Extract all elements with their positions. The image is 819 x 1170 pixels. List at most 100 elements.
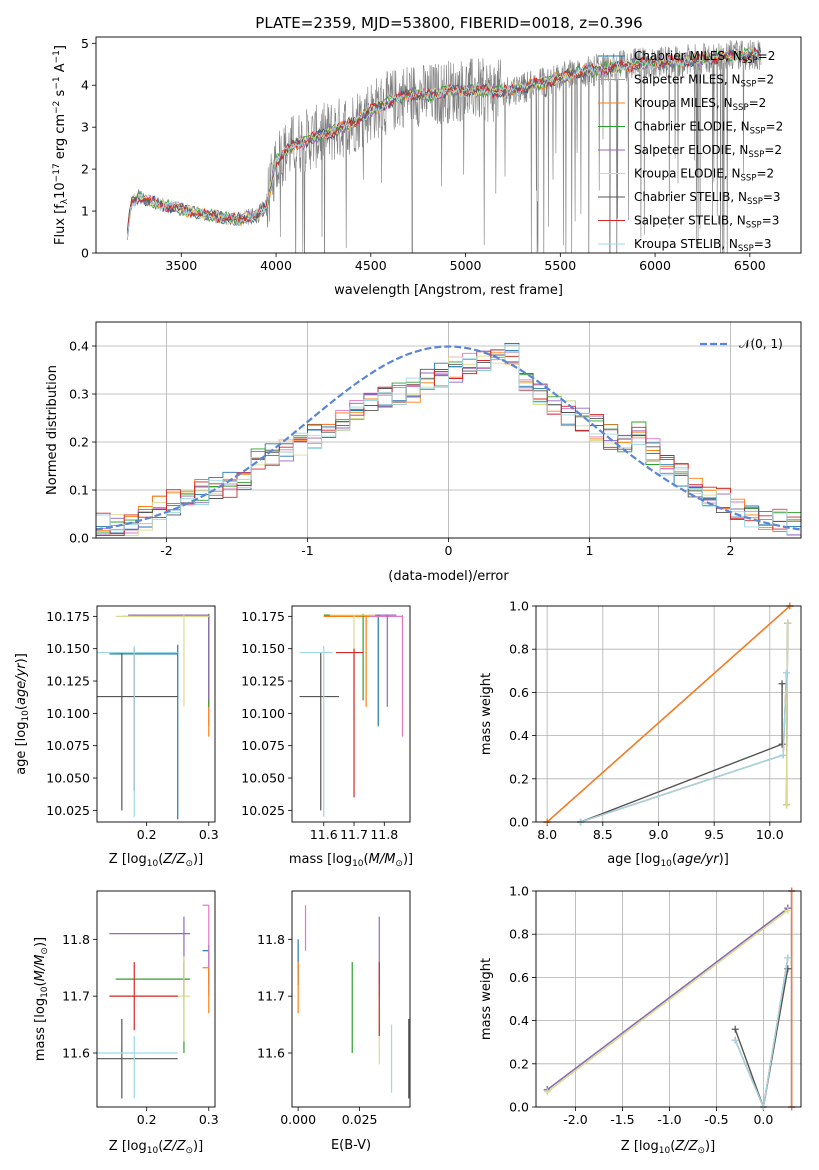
legend-entry: Kroupa STELIB, NSSP=3 [634, 237, 772, 254]
weight-marker [779, 751, 787, 759]
x-tick-label: 10.0 [756, 827, 784, 842]
y-tick-label: 10.150 [241, 641, 285, 656]
weight-line [546, 605, 791, 823]
legend-tail: =2 [756, 167, 774, 181]
label-part: −1 [52, 50, 62, 63]
y-tick-label: 11.7 [62, 989, 90, 1004]
label-part: )] [33, 937, 48, 947]
y-tick-label: 4 [81, 78, 89, 93]
y-tick-label: 10.075 [241, 738, 285, 753]
weight-marker [784, 906, 792, 914]
label-part: 10 [40, 986, 50, 998]
axes-frame [95, 36, 802, 254]
legend-sub: SSP [750, 127, 766, 137]
axes-frame [535, 605, 802, 823]
weight-vs-z-panel: -2.0 -1.5 -1.0 -0.5 0.0 0.0 0.2 0.4 0.6 0.8 1.0 mas… [479, 884, 802, 1156]
label-part: ( [672, 852, 677, 867]
label-part: )] [193, 1139, 203, 1154]
label-part: 10 [147, 859, 159, 869]
label-part: M/M [33, 955, 48, 982]
y-tick-label: 11.6 [62, 1046, 90, 1061]
weight-marker [731, 1036, 739, 1044]
x-tick-label: 4500 [355, 258, 387, 273]
weight-marker [783, 801, 791, 809]
label-part: Z [ [109, 1139, 127, 1154]
x-tick-label: 5500 [544, 258, 576, 273]
y-tick-label: 11.7 [257, 989, 285, 1004]
x-tick-label: 1 [586, 543, 594, 558]
label-part: Z/Z [674, 1139, 698, 1154]
legend-tail: =2 [758, 49, 776, 63]
x-tick-label: 0.025 [342, 1112, 378, 1127]
x-tick-label: -1.0 [657, 1112, 681, 1127]
y-tick-label: 0 [81, 246, 89, 261]
x-tick-label: 0.000 [280, 1112, 316, 1127]
label-part: log [641, 852, 661, 867]
weight-line [734, 957, 789, 1110]
x-tick-label: 5000 [450, 258, 482, 273]
weight-marker [778, 680, 786, 688]
x-tick-label: 11.7 [340, 827, 368, 842]
model-spectrum [126, 47, 761, 239]
x-tick-label: 0.2 [137, 1112, 157, 1127]
weight-line [546, 907, 789, 1091]
label-part: ( [364, 852, 369, 867]
y-tick-label: 0.4 [69, 339, 89, 354]
legend-entry: Salpeter MILES, NSSP=2 [634, 73, 774, 90]
residual-histogram [96, 344, 801, 537]
axes-frame [96, 890, 216, 1108]
age-vs-z-panel: 0.2 0.3 10.025 10.050 10.075 10.100 10.125 10.1… [14, 605, 219, 869]
y-tick-label: 11.8 [257, 932, 285, 947]
legend-sub: SSP [748, 150, 764, 160]
y-tick-label: 0.3 [69, 387, 89, 402]
label-part: ⊙ [185, 1146, 193, 1156]
label-part: age/yr [677, 852, 720, 867]
x-tick-label: 6000 [639, 258, 671, 273]
axes-frame [291, 890, 411, 1108]
y-tick-label: 1.0 [509, 884, 529, 899]
y-axis-label: Normed distribution [45, 365, 60, 495]
label-part: Z [ [109, 852, 127, 867]
x-axis-label: E(B-V) [331, 1138, 371, 1153]
legend-main: Chabrier STELIB, N [634, 190, 747, 204]
y-tick-label: 1.0 [509, 599, 529, 614]
label-part: 10 [352, 859, 364, 869]
y-tick-label: 10.150 [46, 641, 90, 656]
x-tick-label: 11.8 [370, 827, 398, 842]
legend-tail: =3 [754, 237, 772, 251]
label-part: ⊙ [40, 947, 50, 955]
spectrum-panel: 3500 4000 4500 5000 5500 6000 6500 0 1 2 3 4 5 wavele… [52, 36, 802, 298]
label-part: −1 [52, 76, 62, 89]
x-tick-label: 3500 [165, 258, 197, 273]
mass-vs-ebv-panel: 0.000 0.025 11.6 11.7 11.8 E(B-V) [257, 890, 411, 1153]
weight-marker [543, 1088, 551, 1096]
axes-frame [291, 605, 411, 823]
residual-panel: -2 -1 0 1 2 0.0 0.1 0.2 0.3 0.4 𝒩(0, 1) (data-model… [45, 321, 802, 584]
x-tick-label: 0 [445, 543, 453, 558]
legend-tail: =2 [749, 96, 767, 110]
label-part: age/yr [14, 662, 29, 705]
label-part: ( [14, 705, 29, 710]
legend-main: Kroupa STELIB, N [634, 237, 738, 251]
legend-sub: SSP [741, 80, 757, 90]
label-part: 10 [21, 710, 31, 722]
label-part: )] [705, 1139, 715, 1154]
y-tick-label: 0.4 [509, 1013, 529, 1028]
legend-tail: =2 [756, 73, 774, 87]
x-tick-label: -1 [301, 543, 313, 558]
x-tick-label: -1.5 [610, 1112, 634, 1127]
y-axis-label: mass weight [479, 673, 494, 755]
y-tick-label: 10.050 [241, 771, 285, 786]
y-tick-label: 0.4 [509, 728, 529, 743]
label-part: M/M [369, 852, 396, 867]
legend-sub: SSP [733, 103, 749, 113]
y-tick-label: 1 [81, 204, 89, 219]
legend-main: Salpeter MILES, N [634, 73, 741, 87]
x-tick-label: 8.0 [537, 827, 557, 842]
x-axis-label: mass [log10(M/M⊙)] [289, 852, 413, 869]
legend-entry: Kroupa MILES, NSSP=2 [634, 96, 766, 113]
x-tick-label: 2 [727, 543, 735, 558]
y-tick-label: 0.8 [509, 927, 529, 942]
weight-marker [784, 619, 792, 627]
x-tick-label: 0.3 [199, 827, 219, 842]
